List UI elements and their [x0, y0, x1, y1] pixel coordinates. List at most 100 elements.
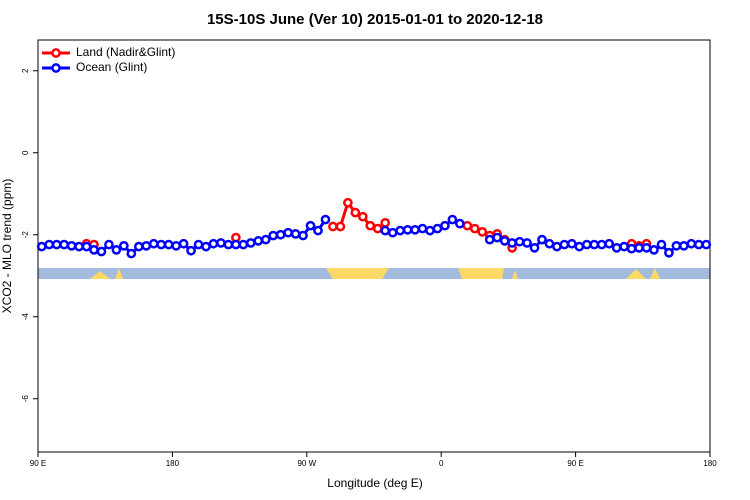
data-point: [567, 238, 577, 249]
x-tick-label: 0: [439, 459, 444, 468]
x-axis-label: Longitude (deg E): [327, 476, 422, 490]
data-point: [634, 242, 644, 253]
y-tick-label: 0: [21, 150, 30, 155]
land-strip: [326, 268, 389, 279]
land-strip: [458, 268, 504, 279]
data-point: [462, 220, 473, 231]
map-strip: [38, 268, 710, 279]
data-point: [74, 241, 84, 252]
data-point: [544, 238, 555, 249]
data-point: [343, 197, 353, 208]
data-point: [238, 239, 249, 250]
x-tick-label: 90 E: [567, 459, 583, 468]
data-point: [81, 241, 92, 252]
data-point: [440, 220, 450, 231]
data-point: [641, 242, 652, 253]
land-strip: [512, 270, 518, 279]
data-point: [201, 241, 211, 252]
data-point: [484, 234, 495, 245]
data-point: [36, 241, 47, 252]
data-point: [290, 229, 301, 239]
data-point: [596, 239, 607, 250]
data-point: [499, 236, 510, 246]
data-point: [119, 240, 129, 251]
data-point: [395, 225, 405, 236]
data-point: [66, 240, 77, 251]
data-point: [148, 238, 159, 249]
data-point: [611, 242, 622, 253]
data-point: [402, 224, 413, 235]
data-point: [537, 234, 547, 245]
data-point: [559, 239, 570, 250]
legend-marker: [51, 48, 61, 58]
data-point: [604, 238, 615, 249]
data-point: [387, 227, 398, 238]
data-point: [245, 238, 256, 248]
land-strip: [650, 268, 660, 279]
data-point: [223, 239, 234, 250]
data-point: [141, 240, 152, 251]
data-point: [133, 241, 144, 252]
data-point: [432, 223, 443, 234]
data-point: [664, 247, 674, 258]
data-point: [649, 245, 659, 255]
data-point: [679, 240, 689, 251]
data-point: [216, 238, 226, 248]
data-point: [514, 236, 525, 247]
data-point: [126, 248, 137, 259]
data-point: [410, 224, 420, 235]
data-point: [298, 230, 308, 241]
data-point: [581, 239, 592, 250]
data-point: [253, 236, 264, 246]
data-point: [656, 239, 667, 250]
data-point: [51, 239, 62, 250]
data-point: [186, 245, 196, 256]
legend-label: Ocean (Glint): [76, 60, 147, 74]
data-point: [328, 221, 338, 232]
y-tick-label: -6: [21, 395, 30, 403]
data-point: [425, 225, 435, 236]
data-point: [171, 240, 181, 251]
data-point: [44, 239, 55, 250]
data-point: [231, 239, 241, 250]
land-strip: [626, 269, 646, 279]
data-point: [469, 223, 480, 234]
data-point: [111, 245, 122, 255]
data-point: [380, 225, 391, 236]
data-point: [89, 245, 99, 255]
data-point: [163, 239, 174, 250]
data-point: [260, 234, 271, 245]
data-point: [208, 238, 219, 249]
data-point: [156, 239, 167, 250]
legend-marker: [51, 63, 61, 73]
y-tick-label: -2: [21, 231, 30, 239]
data-point: [305, 220, 316, 231]
data-point: [275, 229, 286, 240]
legend-label: Land (Nadir&Glint): [76, 45, 175, 59]
x-tick-label: 90 W: [297, 459, 316, 468]
data-point: [178, 238, 189, 249]
data-point: [671, 240, 682, 251]
data-point: [626, 243, 637, 254]
data-point: [529, 242, 540, 253]
data-point: [522, 238, 532, 248]
data-point: [313, 225, 323, 236]
data-point: [96, 246, 107, 257]
data-point: [447, 214, 458, 225]
land-strip: [90, 271, 110, 279]
data-point: [283, 227, 293, 238]
data-point: [701, 239, 712, 250]
data-point: [477, 227, 488, 237]
data-point: [357, 211, 368, 222]
data-point: [574, 241, 585, 252]
data-point: [693, 239, 704, 250]
data-point: [686, 238, 697, 249]
data-point: [619, 241, 629, 252]
data-point: [417, 223, 428, 234]
data-point: [380, 217, 391, 228]
land-strip: [115, 268, 123, 279]
y-axis-label: XCO2 - MLO trend (ppm): [0, 179, 14, 314]
chart-title: 15S-10S June (Ver 10) 2015-01-01 to 2020…: [207, 11, 543, 28]
x-tick-label: 90 E: [30, 459, 46, 468]
